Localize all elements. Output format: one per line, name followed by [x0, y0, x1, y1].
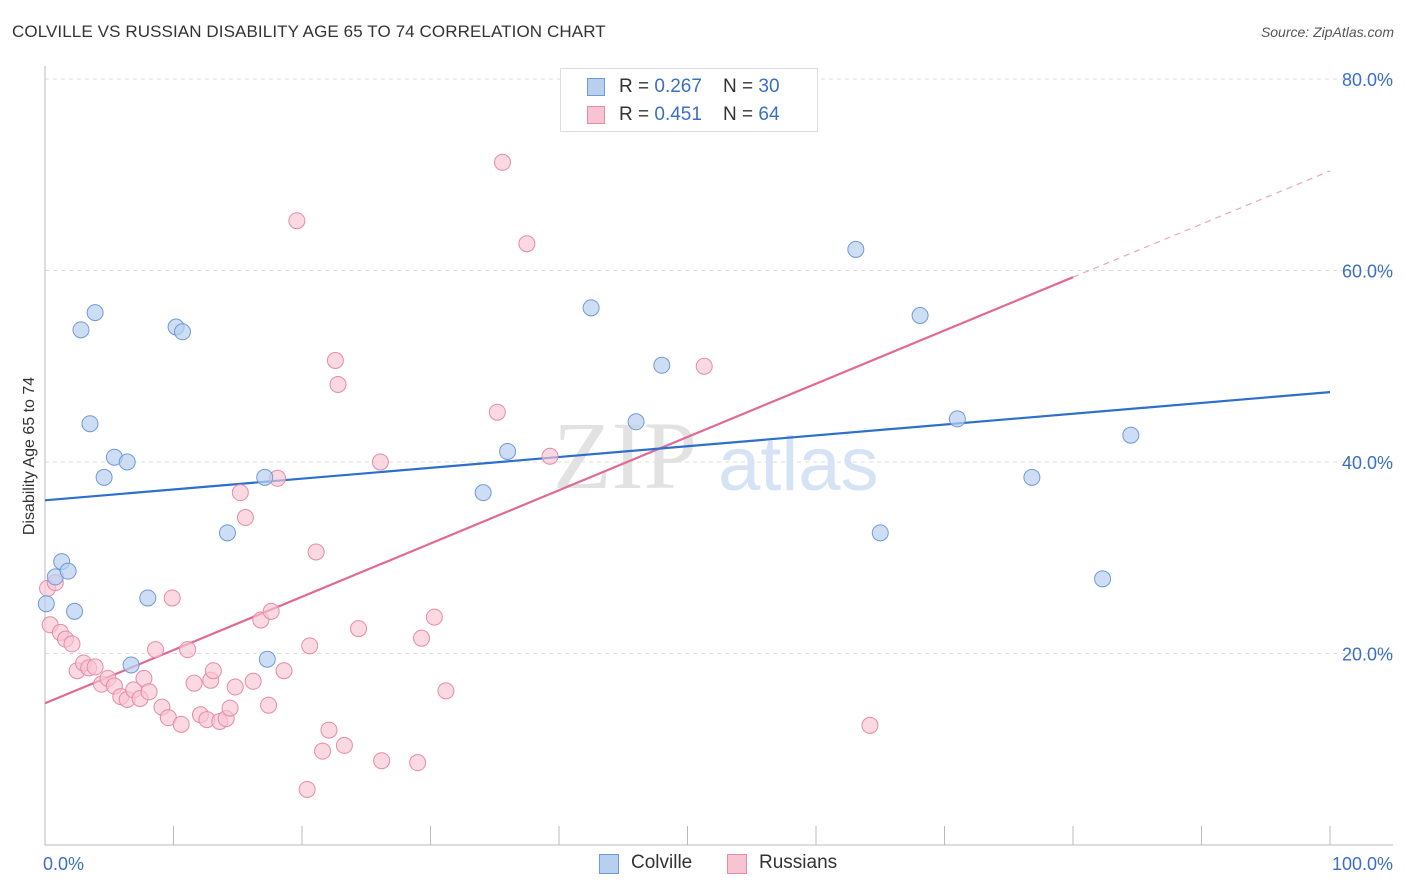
russians-point [147, 641, 165, 659]
russians-r-value: 0.451 [654, 104, 702, 125]
colville-point [122, 656, 140, 674]
russians-point [260, 696, 278, 714]
russians-point [226, 678, 244, 696]
colville-swatch [587, 78, 605, 96]
russians-point [335, 736, 353, 754]
colville-point [72, 321, 90, 339]
russians-point [437, 682, 455, 700]
russians-point [371, 453, 389, 471]
russians-point [373, 752, 391, 770]
r-label: R = [619, 104, 655, 125]
russians-point [350, 620, 368, 638]
colville-point [256, 468, 274, 486]
russians-point [179, 641, 197, 659]
r-label: R = [619, 76, 655, 97]
russians-point [244, 672, 262, 690]
colville-point [81, 415, 99, 433]
colville-point [1122, 426, 1140, 444]
russians-point [493, 153, 511, 171]
russians-point [320, 721, 338, 739]
russians-point [488, 403, 506, 421]
russians-swatch [587, 106, 605, 124]
colville-point [95, 468, 113, 486]
colville-point [948, 410, 966, 428]
colville-r-value: 0.267 [654, 76, 702, 97]
russians-point [185, 674, 203, 692]
russians-point [425, 608, 443, 626]
russians-point [172, 715, 190, 733]
russians-n-value: 64 [758, 104, 780, 125]
russians-point [695, 357, 713, 375]
russians-point [163, 589, 181, 607]
russians-trendline-extension [1072, 170, 1331, 278]
n-label: N = [723, 76, 759, 97]
gridlines [45, 78, 1393, 654]
watermark: ZIP atlas [553, 402, 879, 509]
colville-point [627, 413, 645, 431]
russians-point [236, 509, 254, 527]
russians-point [409, 754, 427, 772]
colville-point [847, 240, 865, 258]
russians-legend-swatch [727, 854, 747, 874]
colville-point [173, 323, 191, 341]
y-axis-title: Disability Age 65 to 74 [21, 377, 38, 535]
russians-point [221, 699, 239, 717]
russians-point [307, 543, 325, 561]
colville-point [474, 484, 492, 502]
russians-point [86, 658, 104, 676]
correlation-legend: R = 0.267 N = 30 R = 0.451 N = 64 [560, 68, 818, 132]
axis-labels: 20.0% 40.0% 60.0% 80.0% 0.0% 100.0% Disability… [21, 70, 1393, 874]
russians-point [275, 662, 293, 680]
colville-point [582, 299, 600, 317]
russians-point [861, 716, 879, 734]
russians-point [329, 375, 347, 393]
watermark-atlas: atlas [718, 422, 879, 507]
colville-point [118, 453, 136, 471]
russians-trendline [44, 276, 1074, 705]
russians-point [518, 235, 536, 253]
colville-point [653, 356, 671, 374]
axes [44, 66, 1393, 846]
russians-point [413, 629, 431, 647]
colville-n-value: 30 [758, 76, 780, 97]
source-label: Source: ZipAtlas.com [1260, 24, 1394, 40]
colville-point [911, 307, 929, 325]
x-tick-label: 100.0% [1332, 854, 1393, 874]
colville-point [258, 650, 276, 668]
colville-point [86, 304, 104, 322]
russians-point [231, 484, 249, 502]
colville-point [66, 602, 84, 620]
y-tick-label: 80.0% [1342, 70, 1393, 90]
colville-point [59, 562, 77, 580]
russians-point [262, 602, 280, 620]
colville-point [499, 442, 517, 460]
russians-point [541, 447, 559, 465]
colville-point [1094, 570, 1112, 588]
data-points [37, 72, 1140, 798]
russians-point [288, 212, 306, 230]
russians-point [63, 635, 81, 653]
colville-point [1023, 468, 1041, 486]
russians-point [204, 662, 222, 680]
russians-legend-label: Russians [759, 852, 838, 873]
y-tick-label: 20.0% [1342, 645, 1393, 665]
russians-point [298, 780, 316, 798]
y-tick-label: 40.0% [1342, 453, 1393, 473]
colville-point [218, 524, 236, 542]
colville-point [139, 589, 157, 607]
n-label: N = [723, 104, 759, 125]
colville-point [37, 595, 55, 613]
chart-title: COLVILLE VS RUSSIAN DISABILITY AGE 65 TO… [12, 22, 606, 41]
x-tick-label: 0.0% [43, 854, 84, 874]
russians-point [326, 352, 344, 370]
colville-legend-swatch [599, 854, 619, 874]
russians-point [314, 742, 332, 760]
russians-point [140, 683, 158, 701]
colville-legend-label: Colville [631, 852, 693, 873]
russians-point [301, 637, 319, 655]
y-tick-label: 60.0% [1342, 262, 1393, 282]
colville-point [871, 524, 889, 542]
